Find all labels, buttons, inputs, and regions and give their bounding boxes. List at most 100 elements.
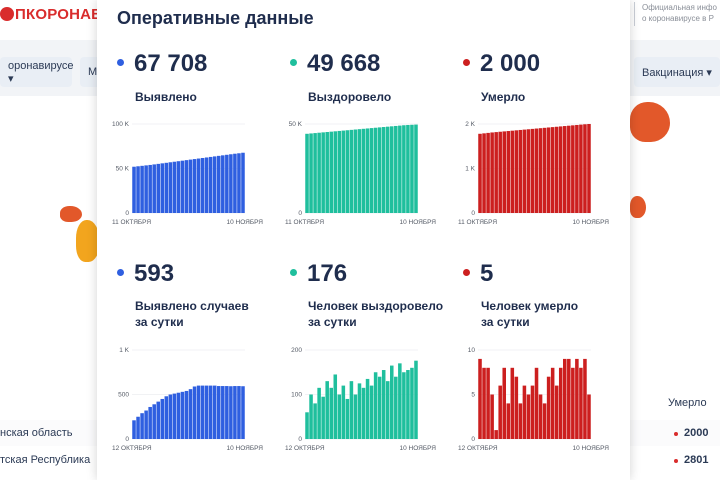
bar[interactable] [188, 159, 193, 213]
bar[interactable] [490, 132, 494, 213]
bar[interactable] [546, 376, 551, 439]
bar[interactable] [317, 387, 321, 439]
bar[interactable] [221, 386, 225, 439]
bar[interactable] [148, 164, 152, 213]
bar[interactable] [381, 370, 386, 439]
bar[interactable] [176, 161, 181, 213]
table-row[interactable]: тская Республика 2801 [0, 447, 720, 473]
bar[interactable] [136, 166, 140, 213]
bar[interactable] [229, 386, 233, 439]
bar[interactable] [353, 394, 358, 440]
bar[interactable] [482, 367, 486, 439]
bar[interactable] [538, 128, 543, 213]
bar[interactable] [345, 398, 350, 439]
bar[interactable] [514, 130, 519, 213]
bar[interactable] [542, 403, 547, 439]
bar[interactable] [377, 127, 382, 213]
bar[interactable] [534, 367, 539, 439]
bar[interactable] [486, 132, 490, 213]
bar[interactable] [172, 393, 177, 439]
bar[interactable] [321, 132, 325, 213]
bar[interactable] [184, 390, 189, 439]
bar[interactable] [377, 376, 382, 439]
nav-menu-about[interactable]: оронавирусе ▾ [0, 57, 74, 87]
bar[interactable] [510, 130, 515, 213]
bar[interactable] [164, 162, 169, 213]
bar[interactable] [233, 386, 237, 439]
bar[interactable] [538, 394, 543, 440]
nav-menu-vaccination[interactable]: Вакцинация ▾ [634, 57, 720, 87]
bar[interactable] [518, 129, 523, 213]
bar[interactable] [571, 125, 575, 213]
bar[interactable] [498, 131, 502, 213]
bar[interactable] [309, 394, 313, 440]
bar[interactable] [225, 386, 229, 439]
bar[interactable] [385, 126, 390, 213]
bar[interactable] [196, 385, 201, 439]
bar[interactable] [152, 404, 156, 439]
bar[interactable] [317, 132, 321, 213]
bar[interactable] [550, 127, 555, 213]
bar[interactable] [212, 385, 217, 439]
bar[interactable] [237, 386, 241, 439]
bar[interactable] [333, 374, 338, 439]
bar[interactable] [217, 155, 221, 213]
bar[interactable] [518, 403, 523, 439]
bar[interactable] [136, 416, 140, 439]
bar[interactable] [212, 156, 217, 213]
bar[interactable] [390, 126, 394, 213]
bar[interactable] [579, 124, 583, 213]
bar[interactable] [184, 160, 189, 213]
bar[interactable] [237, 153, 241, 213]
bar[interactable] [132, 420, 136, 439]
bar[interactable] [587, 124, 591, 213]
bar[interactable] [369, 385, 374, 439]
bar[interactable] [478, 133, 482, 213]
bar[interactable] [144, 165, 148, 213]
bar[interactable] [241, 152, 245, 213]
map-region[interactable] [60, 206, 82, 222]
bar[interactable] [365, 128, 370, 213]
bar[interactable] [410, 124, 414, 213]
bar[interactable] [160, 163, 165, 213]
bar[interactable] [502, 367, 506, 439]
bar[interactable] [506, 403, 511, 439]
bar[interactable] [229, 154, 233, 213]
bar[interactable] [349, 381, 354, 439]
bar[interactable] [192, 159, 197, 213]
bar[interactable] [482, 133, 486, 213]
bar[interactable] [188, 389, 193, 439]
bar[interactable] [144, 410, 148, 439]
bar[interactable] [305, 133, 309, 213]
bar[interactable] [156, 401, 160, 439]
site-logo[interactable]: ПКОРОНАВИ [0, 6, 113, 23]
bar[interactable] [579, 367, 583, 439]
map-region[interactable] [76, 220, 100, 262]
map-region[interactable] [630, 196, 646, 218]
bar[interactable] [506, 131, 511, 213]
bar[interactable] [558, 126, 563, 213]
bar[interactable] [410, 367, 414, 439]
bar[interactable] [575, 124, 579, 213]
bar[interactable] [196, 158, 201, 213]
bar[interactable] [563, 126, 567, 213]
bar[interactable] [381, 127, 386, 213]
bar[interactable] [325, 132, 329, 213]
bar[interactable] [152, 164, 156, 213]
bar[interactable] [176, 392, 181, 439]
bar[interactable] [571, 367, 575, 439]
bar[interactable] [554, 126, 559, 213]
bar[interactable] [583, 124, 587, 213]
bar[interactable] [200, 385, 205, 439]
bar[interactable] [329, 387, 333, 439]
bar[interactable] [398, 125, 402, 213]
bar[interactable] [406, 370, 410, 439]
bar[interactable] [390, 365, 394, 439]
bar[interactable] [156, 163, 160, 213]
bar[interactable] [563, 358, 567, 439]
bar[interactable] [221, 155, 225, 213]
bar[interactable] [341, 130, 346, 213]
bar[interactable] [148, 406, 152, 439]
bar[interactable] [313, 133, 317, 213]
bar[interactable] [550, 367, 555, 439]
